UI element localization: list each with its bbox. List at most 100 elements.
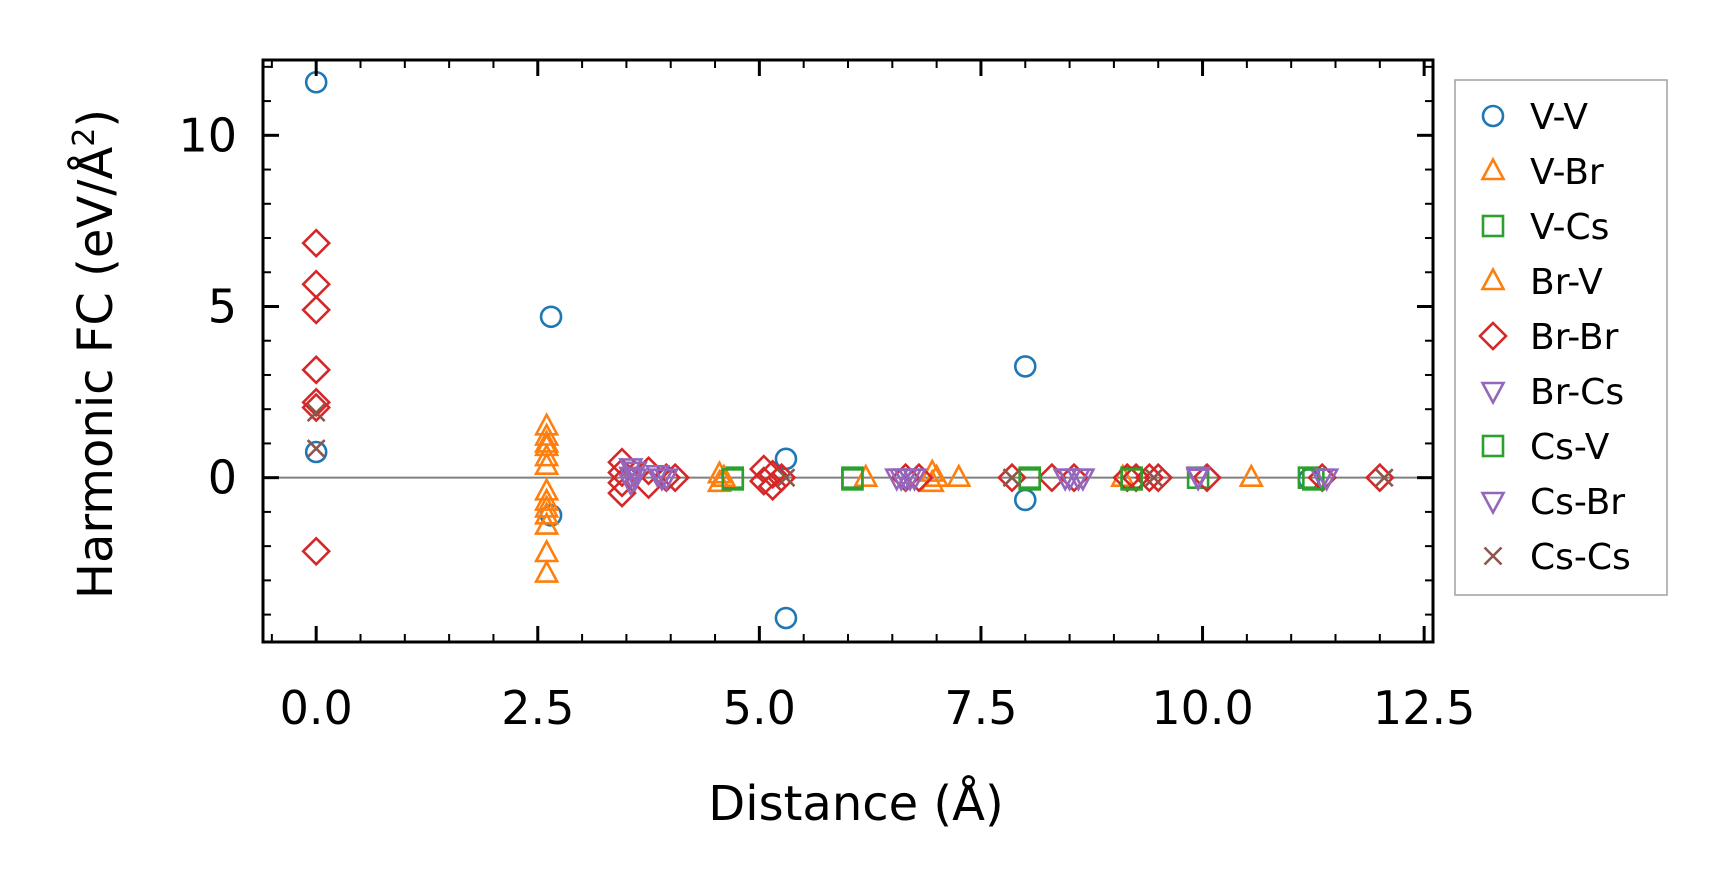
x-tick-label: 10.0 bbox=[1151, 681, 1253, 735]
legend-marker bbox=[1481, 434, 1505, 458]
data-point bbox=[897, 468, 923, 492]
data-point bbox=[301, 228, 332, 258]
data-point bbox=[1192, 462, 1222, 493]
data-point bbox=[301, 295, 332, 325]
data-point bbox=[533, 487, 560, 511]
legend-entry: Cs-Cs bbox=[1483, 537, 1631, 578]
data-point bbox=[622, 468, 648, 492]
data-point bbox=[1059, 462, 1089, 493]
x-tick-label: 5.0 bbox=[723, 681, 796, 735]
data-point bbox=[1313, 468, 1340, 492]
data-point bbox=[721, 468, 745, 491]
legend: V-V V-Br V-Cs Br-V Br-Br Br-Cs Cs-V Cs-Br Cs-Cs bbox=[1454, 79, 1668, 596]
legend-marker bbox=[1481, 214, 1505, 238]
series-v-v bbox=[304, 70, 1321, 630]
data-point bbox=[618, 466, 644, 491]
y-axis-label-superscript: 2 bbox=[67, 128, 102, 147]
legend-label: Br-V bbox=[1530, 262, 1603, 303]
legend-marker bbox=[1480, 266, 1506, 291]
legend-label: V-Br bbox=[1530, 152, 1604, 193]
legend-label: V-V bbox=[1530, 97, 1588, 138]
legend-entry: Br-V bbox=[1480, 262, 1603, 303]
data-point bbox=[1144, 468, 1164, 488]
series-br-br bbox=[301, 228, 1395, 567]
y-axis-label: Harmonic FC (eV/Å2) bbox=[67, 109, 124, 599]
data-point bbox=[533, 429, 560, 453]
data-point bbox=[748, 466, 779, 496]
data-point bbox=[301, 387, 332, 418]
data-point bbox=[533, 501, 560, 525]
data-point bbox=[1065, 468, 1092, 492]
data-point bbox=[776, 468, 796, 488]
data-point bbox=[919, 458, 945, 482]
data-point bbox=[774, 606, 798, 630]
data-point bbox=[304, 440, 328, 464]
legend-entry: Cs-V bbox=[1481, 427, 1610, 468]
series-cs-cs bbox=[306, 403, 1394, 488]
data-point bbox=[533, 442, 560, 467]
data-points-layer bbox=[301, 70, 1395, 630]
data-point bbox=[301, 392, 332, 423]
data-point bbox=[1238, 463, 1264, 487]
data-point bbox=[1002, 468, 1022, 488]
x-axis-label: Distance (Å) bbox=[708, 775, 1003, 832]
y-axis-label-main: Harmonic FC (eV/Å bbox=[67, 147, 124, 600]
series-cs-br bbox=[622, 461, 1340, 492]
legend-marker bbox=[1480, 156, 1506, 181]
data-point bbox=[660, 462, 690, 493]
data-point bbox=[306, 403, 326, 423]
axes-layer: 0.0 2.5 5.0 7.5 10.0 12.5 0 5 10 bbox=[178, 58, 1475, 735]
data-point bbox=[301, 536, 332, 567]
data-point bbox=[1297, 466, 1321, 489]
data-point bbox=[644, 464, 671, 489]
data-point bbox=[706, 468, 733, 493]
legend-marker bbox=[1478, 321, 1508, 351]
data-point bbox=[1302, 468, 1325, 491]
data-point bbox=[853, 463, 879, 487]
data-point bbox=[306, 439, 326, 458]
y-tick-label: 0 bbox=[208, 451, 237, 505]
data-point bbox=[1120, 468, 1143, 491]
legend-marker bbox=[1483, 546, 1503, 566]
legend-entry: V-Cs bbox=[1481, 207, 1609, 248]
data-point bbox=[706, 460, 733, 484]
legend-label: Cs-Cs bbox=[1530, 537, 1631, 578]
plot-frame bbox=[261, 58, 1435, 644]
legend-label: Cs-V bbox=[1530, 427, 1610, 468]
x-tick-label: 2.5 bbox=[501, 681, 574, 735]
data-point bbox=[1013, 488, 1037, 512]
legend-marker bbox=[1480, 491, 1506, 516]
legend-label: Br-Cs bbox=[1530, 372, 1624, 413]
data-point bbox=[757, 459, 788, 490]
data-point bbox=[539, 305, 563, 329]
legend-label: Br-Br bbox=[1530, 317, 1619, 358]
x-tick-label: 7.5 bbox=[944, 681, 1017, 735]
y-tick-label: 10 bbox=[178, 108, 237, 162]
x-tick-label: 12.5 bbox=[1373, 681, 1475, 735]
data-point bbox=[1018, 468, 1042, 491]
data-point bbox=[841, 468, 864, 491]
data-point bbox=[533, 451, 560, 475]
legend-label: Cs-Br bbox=[1530, 482, 1625, 523]
data-point bbox=[533, 559, 560, 583]
legend-entry: V-Br bbox=[1480, 152, 1604, 193]
data-point bbox=[533, 511, 560, 535]
legend-entry: V-V bbox=[1481, 97, 1588, 138]
data-point bbox=[1013, 355, 1037, 378]
legend-entry: Cs-Br bbox=[1480, 482, 1625, 523]
legend-entry: Br-Br bbox=[1478, 317, 1619, 358]
y-tick-label: 5 bbox=[208, 279, 237, 333]
legend-label: V-Cs bbox=[1530, 207, 1609, 248]
series-v-br bbox=[533, 412, 1264, 583]
data-point bbox=[301, 354, 332, 385]
y-axis-label-close: ) bbox=[68, 109, 124, 128]
data-point bbox=[533, 538, 560, 563]
data-point bbox=[1185, 468, 1211, 492]
data-point bbox=[946, 463, 972, 487]
series-cs-v bbox=[721, 468, 1325, 491]
legend-marker bbox=[1480, 381, 1506, 406]
x-tick-label: 0.0 bbox=[280, 681, 353, 735]
legend-marker bbox=[1481, 104, 1505, 128]
